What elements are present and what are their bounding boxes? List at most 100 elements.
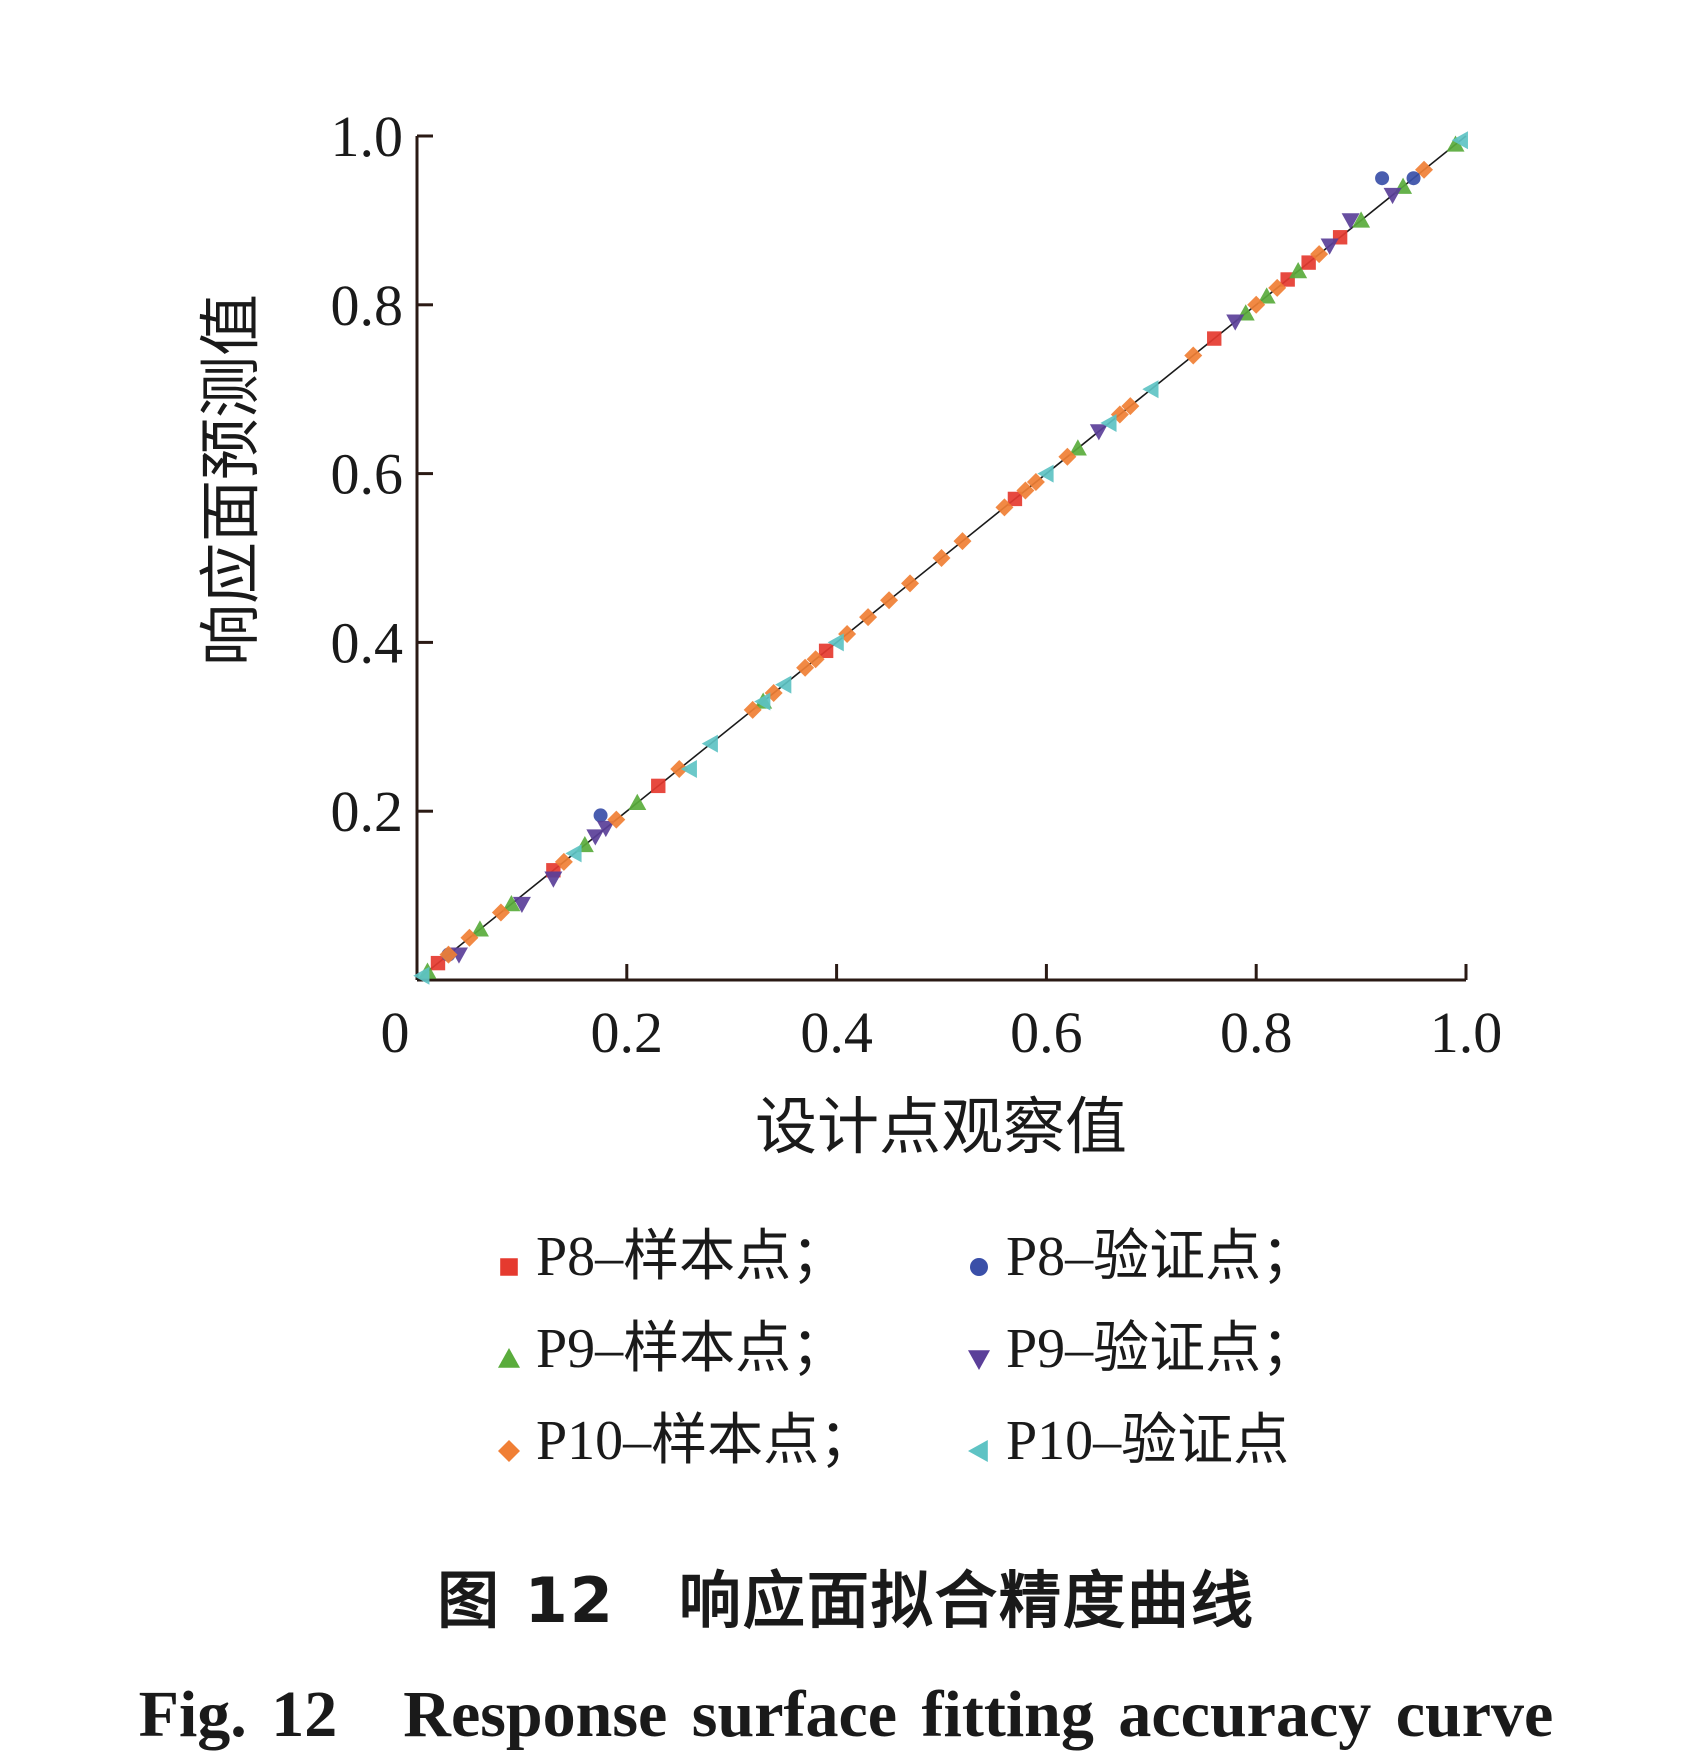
data-point (470, 920, 489, 937)
legend-row: P10–样本点； P10–验证点 (492, 1389, 1392, 1481)
data-point (1016, 481, 1035, 500)
data-point (1068, 439, 1087, 456)
data-point (1375, 171, 1390, 186)
data-point (1058, 447, 1077, 466)
legend-item-p8-sample: P8–样本点； (492, 1211, 962, 1292)
data-point (607, 810, 626, 829)
data-point (1301, 255, 1316, 270)
data-point (1026, 473, 1045, 492)
y-tick-label: 0.2 (331, 779, 404, 844)
triangle-up-marker-icon (492, 1326, 526, 1368)
figure-caption-chinese: 图 12 响应面拟合精度曲线 (437, 1564, 1255, 1637)
data-point (1142, 380, 1159, 399)
data-point (1247, 295, 1266, 314)
y-tick-label: 0.4 (331, 610, 404, 675)
data-point (1257, 287, 1276, 304)
triangle-down-marker-icon (962, 1326, 996, 1370)
diamond-marker-icon (492, 1418, 526, 1462)
data-points (413, 131, 1468, 985)
data-point (743, 700, 762, 719)
y-axis-title: 响应面预测值 (194, 294, 267, 666)
data-point (806, 650, 825, 669)
x-tick-label: 0.4 (800, 1000, 873, 1065)
x-tick-label: 0.2 (591, 1000, 664, 1065)
data-point (995, 498, 1014, 517)
data-point (1446, 135, 1465, 152)
data-point (1184, 346, 1203, 365)
data-point (1341, 213, 1360, 230)
legend-row: P8–样本点； P8–验证点； (492, 1205, 1392, 1297)
legend-row: P9–样本点； P9–验证点； (492, 1297, 1392, 1389)
data-point (1100, 413, 1117, 432)
data-point (544, 871, 563, 888)
data-point (1415, 160, 1434, 179)
legend-item-p10-sample: P10–样本点； (492, 1395, 962, 1476)
x-tick-label: 0.8 (1220, 1000, 1293, 1065)
data-point (775, 675, 792, 694)
data-point (430, 955, 446, 971)
data-point (593, 808, 608, 823)
axis-labels: 设计点观察值 响应面预测值 (194, 294, 1127, 1163)
data-point (449, 947, 468, 964)
y-tick-label: 1.0 (331, 104, 404, 169)
data-point (1352, 211, 1371, 228)
data-point (1310, 245, 1329, 264)
circle-marker-icon (962, 1234, 996, 1276)
data-point (953, 532, 972, 551)
legend-label: P10–验证点 (1006, 1409, 1290, 1472)
data-point (1207, 331, 1222, 346)
data-point (901, 574, 920, 593)
data-point (596, 820, 615, 838)
data-point (628, 793, 647, 810)
y-tick-label: 0.8 (331, 273, 404, 338)
data-point (1007, 491, 1023, 507)
data-point (932, 549, 951, 567)
data-point (796, 658, 815, 677)
triangle-left-marker-icon (962, 1418, 996, 1462)
legend-label: P9–样本点； (536, 1317, 848, 1380)
data-point (670, 760, 689, 778)
x-tick-label: 0.6 (1010, 1000, 1083, 1065)
data-point (586, 829, 605, 846)
y-tick-label: 0.6 (331, 442, 404, 507)
data-point (859, 608, 878, 627)
square-marker-icon (492, 1234, 526, 1276)
legend-item-p9-validation: P9–验证点； (962, 1303, 1317, 1384)
data-point (818, 643, 834, 659)
legend-item-p10-validation: P10–验证点 (962, 1395, 1289, 1476)
data-point (827, 633, 844, 652)
x-tick-label: 0 (381, 1000, 410, 1065)
x-tick-label: 1.0 (1430, 1000, 1503, 1065)
legend-label: P10–样本点； (536, 1409, 876, 1472)
legend-item-p9-sample: P9–样本点； (492, 1303, 962, 1384)
data-point (754, 692, 771, 711)
legend: P8–样本点； P8–验证点； P9–样本点； P9–验证点； P10–样本点；… (492, 1205, 1392, 1481)
data-point (1383, 187, 1402, 205)
series-triangle-down (449, 187, 1402, 964)
series-diamond (439, 160, 1434, 964)
axes: 0 0.2 0.4 0.6 0.8 1.0 0.2 0.4 0.6 0.8 1.0 (331, 104, 1503, 1065)
data-point (512, 896, 531, 914)
legend-label: P8–样本点； (536, 1225, 848, 1288)
data-point (1037, 464, 1054, 483)
data-point (1406, 171, 1421, 186)
data-point (680, 760, 697, 778)
data-point (413, 966, 430, 985)
legend-label: P8–验证点； (1006, 1225, 1318, 1288)
data-point (1121, 397, 1140, 416)
data-point (491, 903, 510, 922)
data-point (701, 734, 718, 753)
data-point (460, 928, 479, 947)
data-point (1226, 314, 1245, 331)
legend-label: P9–验证点； (1006, 1317, 1318, 1380)
data-point (502, 895, 521, 912)
data-point (1289, 262, 1308, 279)
data-point (439, 945, 458, 964)
data-point (554, 852, 573, 871)
series-triangle-left (413, 131, 1468, 985)
data-point (1451, 131, 1468, 150)
data-point (1089, 424, 1108, 441)
data-point (1268, 278, 1287, 297)
figure-caption-english: Fig. 12 Response surface fitting accurac… (138, 1678, 1554, 1751)
data-point (565, 844, 582, 863)
